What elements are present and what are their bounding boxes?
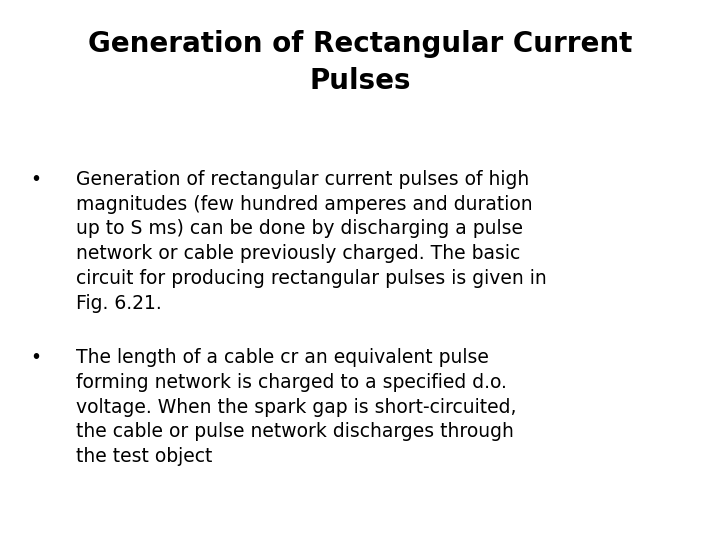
Text: Generation of Rectangular Current
Pulses: Generation of Rectangular Current Pulses — [88, 30, 632, 94]
Text: The length of a cable cr an equivalent pulse
forming network is charged to a spe: The length of a cable cr an equivalent p… — [76, 348, 516, 466]
Text: Generation of rectangular current pulses of high
magnitudes (few hundred amperes: Generation of rectangular current pulses… — [76, 170, 546, 313]
Text: •: • — [30, 170, 41, 189]
Text: •: • — [30, 348, 41, 367]
